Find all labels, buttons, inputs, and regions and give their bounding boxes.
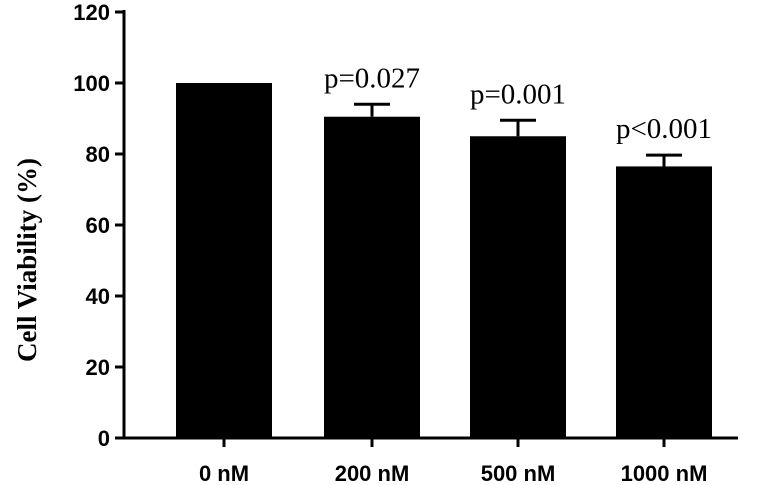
y-tick-label: 120 [73,0,110,25]
bar [176,83,272,438]
p-value-annotation: p=0.001 [470,78,566,110]
y-axis-label: Cell Viability (%) [12,158,42,362]
y-tick-label: 20 [86,355,110,380]
x-axis: 0 nM 200 nM 500 nM 1000 nM [122,436,738,485]
y-tick-label: 40 [86,284,110,309]
y-axis: 0 20 40 60 80 100 120 [73,0,126,451]
y-tick-label: 100 [73,71,110,96]
x-tick-label: 1000 nM [621,461,708,485]
y-tick-label: 0 [98,426,110,451]
bar [324,116,420,438]
p-value-annotation: p=0.027 [324,62,420,94]
p-value-annotation: p<0.001 [616,113,712,145]
bar [470,136,566,438]
y-tick-label: 80 [86,142,110,167]
x-tick-label: 200 nM [335,461,410,485]
x-tick-label: 0 nM [199,461,249,485]
y-tick-label: 60 [86,213,110,238]
bars: p=0.027 p=0.001 p<0.001 [176,62,712,439]
bar [616,166,712,439]
x-tick-label: 500 nM [481,461,556,485]
